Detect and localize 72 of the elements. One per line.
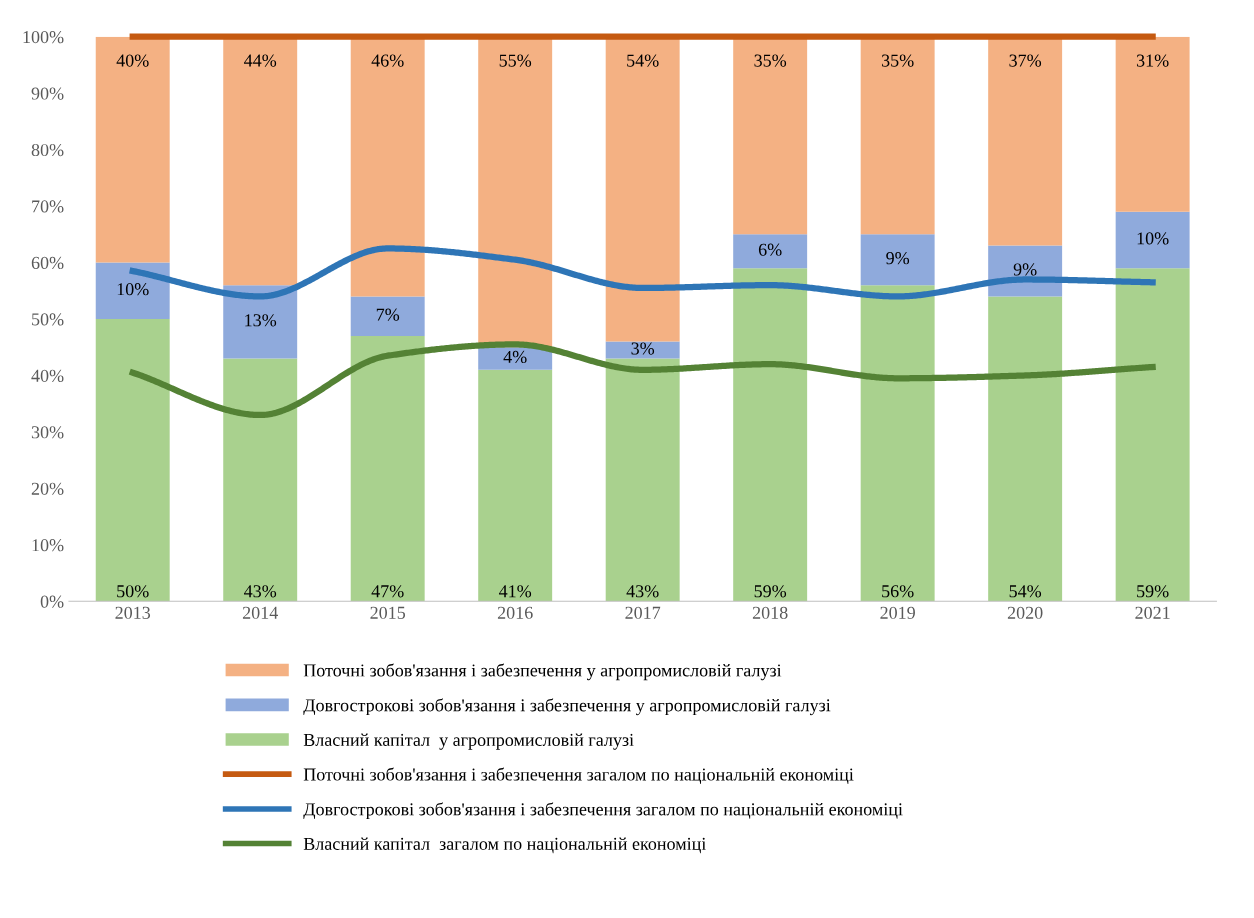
- bar: [733, 234, 808, 269]
- y-tick-label: 40%: [31, 369, 64, 382]
- legend-label: Довгострокові зобов'язання і забезпечення загалом по національній економіці: [303, 802, 903, 820]
- data-label: 50%: [117, 585, 149, 598]
- data-label: 9%: [886, 252, 910, 265]
- data-label: 47%: [371, 585, 404, 598]
- data-label: 59%: [754, 585, 787, 598]
- bar: [1115, 268, 1190, 602]
- legend-label: Власний капітал у агропромисловій галузі: [303, 733, 634, 750]
- data-label: 56%: [882, 585, 914, 598]
- bar: [95, 262, 170, 319]
- bar: [605, 358, 680, 602]
- data-label: 7%: [376, 308, 400, 321]
- bar: [478, 347, 553, 370]
- y-tick-label: 100%: [23, 30, 64, 44]
- bar: [223, 285, 298, 359]
- y-tick-label: 70%: [32, 200, 64, 213]
- bar: [1115, 36, 1190, 212]
- data-label: 55%: [499, 54, 532, 67]
- bar: [1115, 211, 1190, 269]
- x-tick-label: 2013: [115, 606, 151, 619]
- data-label: 43%: [626, 585, 659, 598]
- x-tick-label: 2020: [1007, 606, 1043, 619]
- data-label: 6%: [758, 243, 782, 256]
- x-tick-label: 2021: [1135, 606, 1170, 619]
- bar: [478, 369, 553, 602]
- data-label: 37%: [1009, 54, 1042, 67]
- data-label: 10%: [117, 283, 149, 296]
- bar: [350, 296, 425, 336]
- x-tick-label: 2018: [752, 606, 788, 619]
- bar: [605, 341, 680, 359]
- data-label: 41%: [498, 585, 532, 598]
- data-label: 44%: [244, 54, 277, 67]
- bar: [95, 319, 170, 602]
- bar: [860, 234, 935, 286]
- data-label: 4%: [503, 350, 527, 364]
- data-label: 10%: [1137, 232, 1169, 245]
- x-tick-label: 2016: [497, 606, 533, 619]
- data-label: 54%: [1009, 585, 1042, 598]
- y-tick-label: 50%: [32, 313, 64, 326]
- x-tick-label: 2015: [370, 606, 406, 619]
- data-label: 59%: [1137, 585, 1169, 598]
- data-label: 3%: [631, 342, 655, 355]
- data-label: 9%: [1013, 263, 1037, 276]
- data-label: 54%: [627, 54, 659, 67]
- bar: [95, 36, 170, 263]
- x-tick-label: 2014: [242, 606, 278, 619]
- y-tick-label: 80%: [31, 143, 64, 157]
- data-label: 43%: [244, 585, 277, 598]
- bar: [350, 335, 425, 602]
- data-label: 35%: [754, 54, 787, 67]
- legend-label: Поточні зобов'язання і забезпечення у агропромисловій галузі: [303, 663, 782, 681]
- y-tick-label: 90%: [31, 87, 64, 100]
- data-label: 31%: [1136, 54, 1169, 67]
- y-tick-label: 30%: [31, 426, 64, 439]
- legend-label: Власний капітал загалом по національній економіці: [303, 837, 706, 854]
- y-tick-label: 20%: [31, 482, 64, 495]
- data-label: 46%: [371, 54, 404, 67]
- x-tick-label: 2017: [625, 606, 661, 619]
- data-label: 35%: [881, 54, 914, 67]
- data-label: 13%: [245, 314, 277, 327]
- y-tick-label: 10%: [32, 539, 64, 552]
- y-tick-label: 60%: [31, 256, 64, 270]
- y-tick-label: 0%: [40, 595, 64, 608]
- data-label: 40%: [116, 54, 149, 67]
- x-tick-label: 2019: [880, 606, 915, 619]
- bar: [733, 268, 808, 602]
- bar: [223, 358, 298, 602]
- legend-label: Поточні зобов'язання і забезпечення загалом по національній економіці: [303, 767, 854, 784]
- legend-label: Довгострокові зобов'язання і забезпечення у агропромисловій галузі: [303, 698, 831, 716]
- bar: [860, 285, 935, 602]
- bar: [988, 296, 1063, 602]
